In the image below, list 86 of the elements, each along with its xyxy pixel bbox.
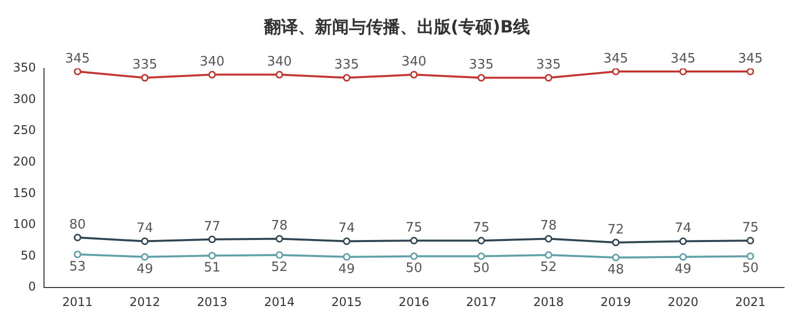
point [141, 238, 149, 246]
y-tick-label: 300 [13, 92, 36, 106]
point [276, 70, 284, 78]
point [74, 250, 82, 258]
data-label: 335 [334, 58, 360, 73]
data-label: 80 [69, 217, 86, 232]
x-tick-label: 2021 [735, 294, 766, 309]
point [612, 254, 620, 262]
data-label: 77 [204, 219, 220, 234]
data-label: 53 [69, 259, 86, 274]
x-tick-label: 2013 [196, 294, 228, 309]
point [208, 236, 216, 244]
point [141, 74, 149, 82]
y-tick-label: 100 [13, 217, 36, 232]
data-label: 50 [472, 261, 490, 276]
x-tick-label: 2012 [130, 294, 160, 309]
data-label: 78 [271, 218, 288, 234]
data-label: 52 [271, 260, 288, 275]
data-label: 340 [266, 54, 292, 70]
point [276, 251, 284, 259]
data-label: 335 [536, 58, 561, 73]
x-tick-label: 2017 [466, 294, 497, 309]
point [208, 252, 216, 260]
data-label: 345 [738, 51, 763, 66]
point [746, 252, 754, 260]
data-label: 49 [338, 262, 355, 277]
point [746, 68, 754, 76]
y-tick-label: 350 [13, 60, 36, 75]
point [410, 252, 418, 260]
y-tick-label: 0 [28, 280, 36, 294]
x-tick-label: 2016 [398, 294, 430, 309]
data-label: 345 [65, 51, 90, 66]
point [544, 235, 552, 242]
point [612, 238, 620, 246]
data-label: 50 [742, 261, 759, 276]
point [410, 236, 418, 244]
point [74, 68, 82, 76]
data-label: 49 [674, 262, 692, 277]
data-label: 51 [204, 260, 220, 276]
data-label: 335 [468, 58, 494, 73]
chart-title: 翻译、新闻与传播、出版(专硕)B线 [262, 18, 530, 38]
data-label: 340 [402, 54, 426, 70]
data-label: 48 [608, 262, 624, 278]
point [477, 236, 485, 244]
data-label: 345 [670, 51, 696, 66]
x-tick-label: 2019 [600, 294, 632, 309]
data-label: 335 [132, 58, 158, 73]
point [342, 74, 350, 82]
y-tick-label: 250 [13, 123, 36, 138]
data-label: 75 [742, 220, 759, 236]
data-label: 74 [338, 221, 355, 236]
point [746, 236, 754, 244]
point [477, 74, 485, 82]
data-label: 340 [200, 54, 225, 70]
data-label: 49 [136, 262, 154, 277]
y-tick-label: 150 [13, 186, 36, 200]
point [477, 252, 485, 260]
point [276, 235, 284, 242]
point [342, 253, 350, 261]
point [544, 251, 552, 259]
data-label: 78 [540, 218, 557, 234]
point [679, 68, 687, 76]
point [679, 253, 687, 261]
data-label: 72 [608, 222, 624, 238]
data-label: 74 [136, 221, 154, 236]
data-label: 75 [472, 220, 490, 236]
point [74, 234, 82, 242]
x-tick-label: 2018 [533, 294, 564, 309]
x-tick-label: 2011 [62, 294, 93, 309]
data-label: 52 [540, 260, 557, 275]
y-tick-label: 200 [13, 154, 36, 168]
data-label: 50 [406, 261, 422, 276]
x-tick-label: 2015 [331, 294, 362, 309]
point [544, 74, 552, 82]
x-tick-label: 2014 [264, 294, 295, 309]
point [342, 238, 350, 246]
data-label: 74 [674, 221, 692, 236]
point [410, 70, 418, 78]
point [679, 238, 687, 246]
data-label: 345 [603, 51, 628, 66]
point [208, 70, 216, 78]
data-label: 75 [406, 220, 422, 236]
point [141, 253, 149, 261]
point [612, 68, 620, 76]
y-tick-label: 50 [20, 248, 36, 262]
x-tick-label: 2020 [668, 294, 698, 309]
